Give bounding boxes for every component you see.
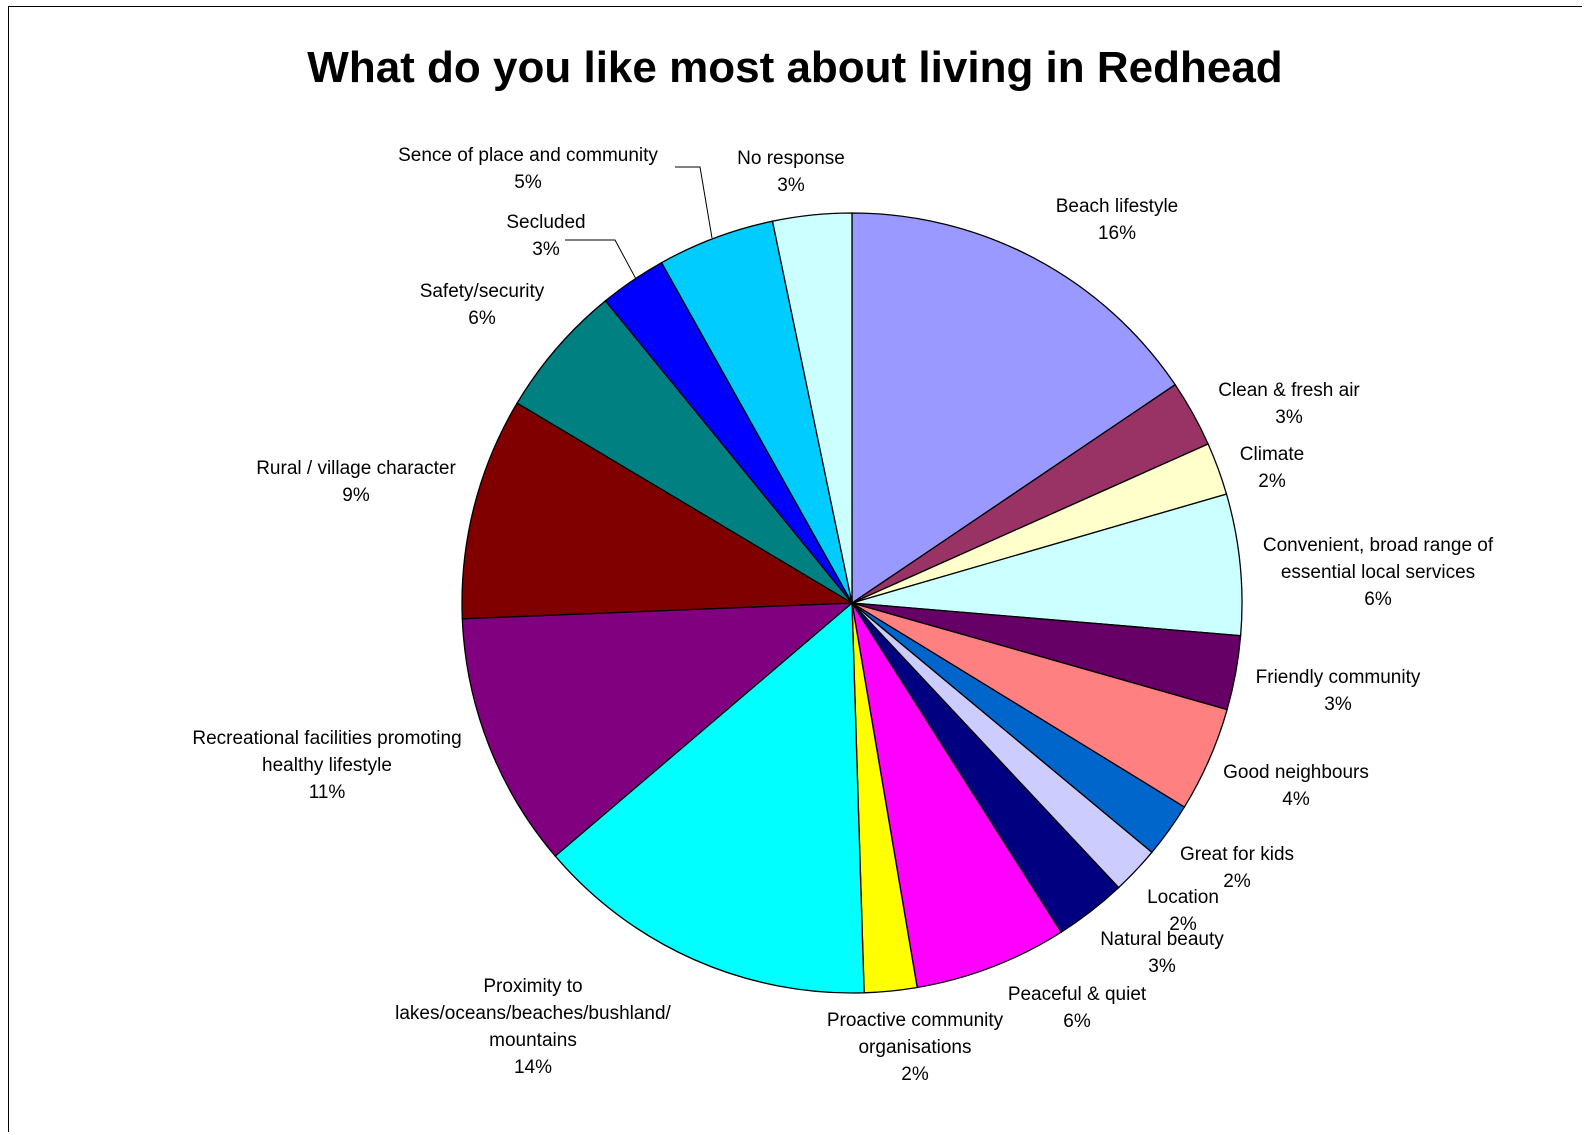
chart-frame — [8, 6, 1582, 1132]
slice-label-line: organisations — [858, 1037, 971, 1058]
slice-label-8: Location 2% — [1147, 887, 1219, 935]
slice-label-line: Proximity to — [483, 976, 582, 997]
slice-percent: 3% — [1324, 694, 1352, 715]
slice-label-line: Friendly community — [1256, 667, 1421, 688]
slice-label-line: Secluded — [506, 212, 585, 233]
slice-label-line: Safety/security — [420, 281, 545, 302]
pie-slices — [461, 212, 1243, 994]
slice-label-1: Beach lifestyle 16% — [1056, 196, 1179, 244]
slice-percent: 2% — [901, 1064, 929, 1085]
slice-label-15: Safety/security 6% — [420, 281, 545, 329]
slice-label-7: Great for kids 2% — [1180, 844, 1294, 892]
pie-slice-13 — [461, 602, 854, 857]
slice-percent: 16% — [1098, 223, 1136, 244]
slice-label-line: healthy lifestyle — [262, 755, 392, 776]
slice-label-line: Great for kids — [1180, 844, 1294, 865]
pie-slice-18 — [771, 212, 853, 604]
slice-percent: 2% — [1223, 871, 1251, 892]
slice-label-line: Clean & fresh air — [1218, 380, 1360, 401]
slice-label-18: No response 3% — [737, 148, 845, 196]
slice-labels: Beach lifestyle 16% Clean & fresh air 3% Cli… — [192, 145, 1494, 1085]
pie-slice-4 — [851, 493, 1243, 637]
slice-percent: 3% — [1148, 956, 1176, 977]
slice-percent: 6% — [1364, 589, 1392, 610]
pie-slice-12 — [554, 601, 865, 994]
slice-label-12: Proximity to lakes/oceans/beaches/bushlan… — [395, 976, 671, 1078]
slice-label-line: lakes/oceans/beaches/bushland/ — [395, 1003, 671, 1024]
slice-label-14: Rural / village character 9% — [256, 458, 456, 506]
slice-percent: 4% — [1282, 789, 1310, 810]
slice-percent: 14% — [514, 1057, 552, 1078]
slice-percent: 3% — [532, 239, 560, 260]
slice-label-5: Friendly community 3% — [1256, 667, 1421, 715]
slice-label-line: Climate — [1240, 444, 1304, 465]
slice-label-line: Sence of place and community — [398, 145, 658, 166]
slice-percent: 2% — [1258, 471, 1286, 492]
slice-label-line: Beach lifestyle — [1056, 196, 1179, 217]
slice-percent: 3% — [777, 175, 805, 196]
leader-lines — [565, 166, 713, 280]
slice-label-9: Natural beauty 3% — [1100, 929, 1224, 977]
leader-line-16 — [565, 239, 637, 280]
slice-label-13: Recreational facilities promoting healthy… — [192, 728, 461, 803]
slice-percent: 2% — [1169, 914, 1197, 935]
pie-slice-1 — [851, 212, 1177, 605]
slice-label-10: Peaceful & quiet 6% — [1008, 984, 1147, 1032]
slice-percent: 6% — [468, 308, 496, 329]
pie-slice-14 — [461, 402, 855, 620]
slice-percent: 9% — [342, 485, 370, 506]
slice-percent: 5% — [514, 172, 542, 193]
slice-percent: 6% — [1063, 1011, 1091, 1032]
slice-label-line: Rural / village character — [256, 458, 456, 479]
slice-label-line: Proactive community — [827, 1010, 1004, 1031]
slice-label-line: essential local services — [1281, 562, 1475, 583]
chart-title: What do you like most about living in Re… — [307, 43, 1282, 92]
slice-label-11: Proactive community organisations 2% — [827, 1010, 1004, 1085]
slice-percent: 3% — [1275, 407, 1303, 428]
slice-label-4: Convenient, broad range of essential loca… — [1263, 535, 1494, 610]
slice-percent: 11% — [309, 782, 346, 803]
slice-label-3: Climate 2% — [1240, 444, 1304, 492]
leader-line-17 — [675, 166, 713, 239]
slice-label-line: Location — [1147, 887, 1219, 908]
slice-label-line: Natural beauty — [1100, 929, 1224, 950]
slice-label-16: Secluded 3% — [506, 212, 585, 260]
slice-label-2: Clean & fresh air 3% — [1218, 380, 1360, 428]
slice-label-6: Good neighbours 4% — [1223, 762, 1369, 810]
pie-slice-10 — [851, 602, 1063, 989]
slice-label-line: mountains — [489, 1030, 577, 1051]
slice-label-line: Good neighbours — [1223, 762, 1369, 783]
slice-label-line: Recreational facilities promoting — [192, 728, 461, 749]
slice-label-line: No response — [737, 148, 845, 169]
slice-label-line: Convenient, broad range of — [1263, 535, 1494, 556]
slice-label-17: Sence of place and community 5% — [398, 145, 658, 193]
slice-label-line: Peaceful & quiet — [1008, 984, 1147, 1005]
pie-slice-15 — [516, 299, 853, 604]
